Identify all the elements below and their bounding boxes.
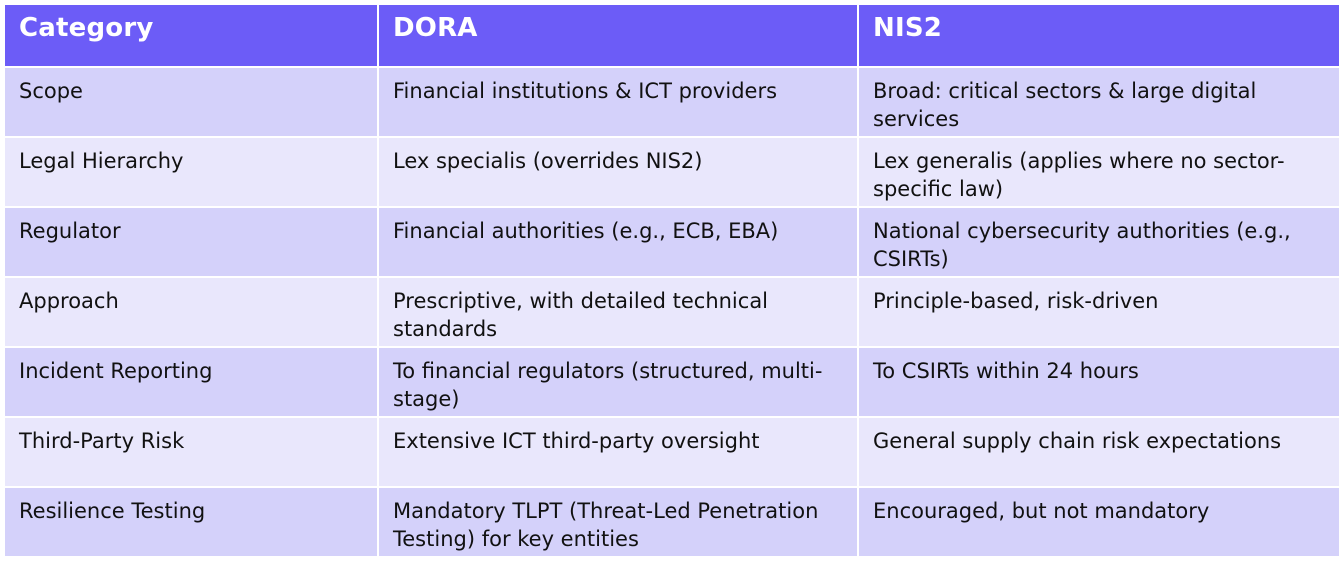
table-header-row: Category DORA NIS2 — [3, 3, 1341, 68]
header-nis2: NIS2 — [857, 3, 1341, 68]
cell-category: Scope — [3, 66, 379, 138]
cell-dora: Prescriptive, with detailed technical st… — [377, 276, 859, 348]
cell-nis2: General supply chain risk expectations — [857, 416, 1341, 488]
comparison-table-container: Category DORA NIS2 Scope Financial insti… — [3, 3, 1341, 558]
cell-dora: Financial institutions & ICT providers — [377, 66, 859, 138]
cell-nis2: Broad: critical sectors & large digital … — [857, 66, 1341, 138]
table-row: Third-Party Risk Extensive ICT third-par… — [3, 416, 1341, 488]
cell-category: Incident Reporting — [3, 346, 379, 418]
table-row: Incident Reporting To financial regulato… — [3, 346, 1341, 418]
table-row: Approach Prescriptive, with detailed tec… — [3, 276, 1341, 348]
comparison-table: Category DORA NIS2 Scope Financial insti… — [3, 3, 1341, 558]
header-dora: DORA — [377, 3, 859, 68]
table-row: Regulator Financial authorities (e.g., E… — [3, 206, 1341, 278]
cell-dora: To financial regulators (structured, mul… — [377, 346, 859, 418]
table-row: Scope Financial institutions & ICT provi… — [3, 66, 1341, 138]
cell-category: Resilience Testing — [3, 486, 379, 558]
header-category: Category — [3, 3, 379, 68]
cell-dora: Extensive ICT third-party oversight — [377, 416, 859, 488]
cell-nis2: Lex generalis (applies where no sector-s… — [857, 136, 1341, 208]
cell-category: Approach — [3, 276, 379, 348]
cell-dora: Lex specialis (overrides NIS2) — [377, 136, 859, 208]
table-row: Resilience Testing Mandatory TLPT (Threa… — [3, 486, 1341, 558]
cell-nis2: Principle-based, risk-driven — [857, 276, 1341, 348]
cell-nis2: To CSIRTs within 24 hours — [857, 346, 1341, 418]
cell-category: Legal Hierarchy — [3, 136, 379, 208]
cell-dora: Financial authorities (e.g., ECB, EBA) — [377, 206, 859, 278]
cell-nis2: Encouraged, but not mandatory — [857, 486, 1341, 558]
cell-category: Third-Party Risk — [3, 416, 379, 488]
cell-category: Regulator — [3, 206, 379, 278]
cell-dora: Mandatory TLPT (Threat-Led Penetration T… — [377, 486, 859, 558]
cell-nis2: National cybersecurity authorities (e.g.… — [857, 206, 1341, 278]
table-row: Legal Hierarchy Lex specialis (overrides… — [3, 136, 1341, 208]
